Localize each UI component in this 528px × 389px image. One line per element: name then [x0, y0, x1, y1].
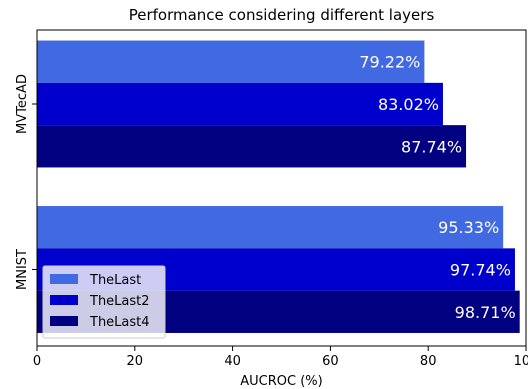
- data-labels-layer: 79.22% 83.02% 87.74% 95.33% 97.74% 98.71%: [359, 53, 515, 322]
- x-tick-label: 60: [322, 354, 339, 369]
- x-tick-label: 100: [514, 354, 528, 369]
- y-axis: MVTecAD MNIST: [15, 74, 37, 290]
- legend-label: TheLast4: [89, 315, 150, 330]
- data-label: 95.33%: [438, 218, 499, 237]
- plot-frame: [36, 29, 527, 347]
- x-tick-label: 40: [224, 354, 241, 369]
- x-tick-label: 20: [127, 354, 144, 369]
- legend-label: TheLast2: [89, 294, 150, 309]
- x-axis-label: AUCROC (%): [240, 374, 322, 389]
- y-tick-label: MVTecAD: [15, 74, 30, 134]
- data-label: 97.74%: [450, 261, 511, 280]
- legend-swatch: [50, 295, 78, 305]
- legend-swatch: [50, 274, 78, 284]
- bar-mvtecad-thelast: [37, 40, 425, 83]
- x-tick-label: 80: [420, 354, 437, 369]
- data-label: 87.74%: [401, 137, 462, 156]
- x-tick-label: 0: [33, 354, 41, 369]
- legend-label: TheLast: [89, 273, 141, 288]
- bar-mnist-thelast: [37, 206, 504, 249]
- data-label: 83.02%: [378, 95, 439, 114]
- data-label: 79.22%: [359, 53, 420, 72]
- y-tick-label: MNIST: [15, 249, 30, 290]
- x-axis: 0 20 40 60 80 100: [33, 346, 528, 369]
- bar-mvtecad-thelast4: [37, 125, 467, 168]
- legend-swatch: [50, 316, 78, 326]
- legend: TheLast TheLast2 TheLast4: [42, 265, 166, 339]
- chart-title: Performance considering different layers: [129, 6, 435, 24]
- bar-mvtecad-thelast2: [37, 82, 443, 126]
- data-label: 98.71%: [455, 303, 516, 322]
